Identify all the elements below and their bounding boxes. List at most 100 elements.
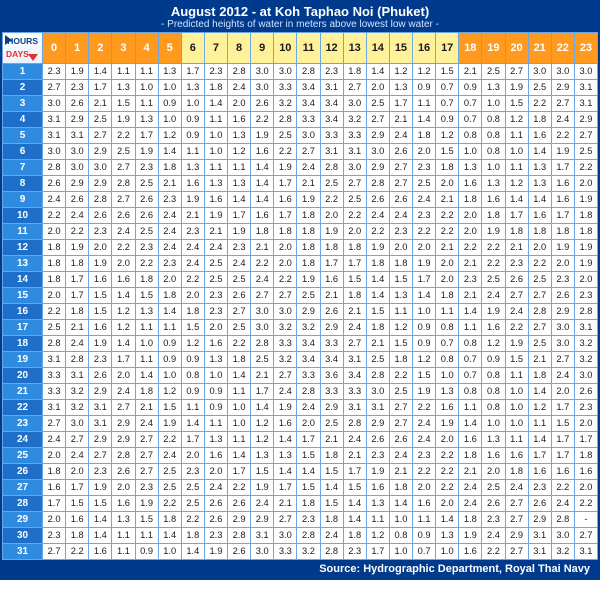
tide-cell: 2.3 bbox=[413, 448, 436, 464]
tide-cell: 1.0 bbox=[505, 144, 528, 160]
tide-cell: 0.8 bbox=[181, 368, 204, 384]
tide-cell: 1.5 bbox=[505, 352, 528, 368]
tide-cell: 1.8 bbox=[158, 512, 181, 528]
tide-cell: 2.7 bbox=[389, 160, 412, 176]
tide-cell: 1.9 bbox=[204, 544, 227, 560]
tide-cell: 1.9 bbox=[574, 192, 597, 208]
tide-cell: 3.0 bbox=[66, 144, 89, 160]
tide-cell: 1.4 bbox=[112, 336, 135, 352]
tide-cell: 2.4 bbox=[158, 208, 181, 224]
tide-cell: 1.6 bbox=[320, 272, 343, 288]
tide-cell: 1.3 bbox=[228, 176, 251, 192]
tide-cell: 2.3 bbox=[89, 464, 112, 480]
tide-cell: 1.2 bbox=[366, 528, 389, 544]
tide-cell: 2.2 bbox=[528, 96, 551, 112]
tide-cell: 3.1 bbox=[574, 80, 597, 96]
tide-cell: 1.0 bbox=[436, 368, 459, 384]
tide-cell: 1.9 bbox=[551, 144, 574, 160]
tide-cell: 1.6 bbox=[574, 464, 597, 480]
tide-cell: 1.5 bbox=[89, 304, 112, 320]
tide-cell: 2.3 bbox=[204, 64, 227, 80]
tide-cell: 1.7 bbox=[251, 384, 274, 400]
tide-cell: 2.5 bbox=[413, 176, 436, 192]
table-row: 312.72.21.61.10.91.01.41.92.63.03.33.22.… bbox=[3, 544, 598, 560]
tide-cell: 1.4 bbox=[366, 288, 389, 304]
tide-cell: 1.3 bbox=[204, 176, 227, 192]
day-header: 23 bbox=[3, 416, 43, 432]
tide-cell: 2.2 bbox=[528, 256, 551, 272]
tide-cell: 1.1 bbox=[112, 528, 135, 544]
tide-cell: 1.2 bbox=[112, 304, 135, 320]
table-body: 12.31.91.41.11.11.31.72.32.83.03.02.82.3… bbox=[3, 64, 598, 560]
tide-cell: 2.4 bbox=[482, 288, 505, 304]
tide-cell: 1.9 bbox=[135, 496, 158, 512]
tide-cell: 2.4 bbox=[43, 432, 66, 448]
tide-cell: 3.0 bbox=[43, 96, 66, 112]
tide-cell: 3.0 bbox=[66, 160, 89, 176]
tide-cell: 1.3 bbox=[482, 176, 505, 192]
tide-cell: 2.5 bbox=[89, 112, 112, 128]
tide-cell: 1.7 bbox=[366, 544, 389, 560]
tide-cell: 2.4 bbox=[43, 192, 66, 208]
tide-cell: 1.1 bbox=[112, 544, 135, 560]
tide-cell: 1.7 bbox=[413, 272, 436, 288]
tide-cell: 2.4 bbox=[413, 432, 436, 448]
tide-cell: 1.9 bbox=[551, 240, 574, 256]
tide-cell: 0.9 bbox=[181, 384, 204, 400]
tide-cell: 2.7 bbox=[274, 288, 297, 304]
tide-cell: 1.3 bbox=[228, 128, 251, 144]
tide-cell: 2.9 bbox=[505, 528, 528, 544]
tide-cell: 2.4 bbox=[112, 384, 135, 400]
tide-cell: 3.0 bbox=[528, 64, 551, 80]
tide-cell: 2.2 bbox=[274, 144, 297, 160]
tide-cell: 2.8 bbox=[112, 448, 135, 464]
tide-cell: 2.2 bbox=[251, 256, 274, 272]
tide-cell: 0.8 bbox=[459, 128, 482, 144]
tide-cell: 2.0 bbox=[204, 320, 227, 336]
tide-cell: 3.0 bbox=[551, 64, 574, 80]
tide-cell: 2.4 bbox=[297, 400, 320, 416]
tide-cell: 0.9 bbox=[158, 336, 181, 352]
tide-cell: 1.4 bbox=[274, 464, 297, 480]
tide-cell: 3.3 bbox=[297, 112, 320, 128]
tide-cell: 0.9 bbox=[181, 112, 204, 128]
tide-cell: 2.0 bbox=[528, 240, 551, 256]
tide-cell: 1.2 bbox=[413, 352, 436, 368]
tide-cell: 3.3 bbox=[320, 128, 343, 144]
tide-cell: 2.6 bbox=[89, 368, 112, 384]
tide-cell: 1.4 bbox=[89, 528, 112, 544]
tide-cell: 1.6 bbox=[112, 272, 135, 288]
tide-cell: 0.9 bbox=[181, 128, 204, 144]
table-row: 121.81.92.02.22.32.42.42.42.32.12.01.81.… bbox=[3, 240, 598, 256]
tide-cell: 1.1 bbox=[366, 512, 389, 528]
tide-cell: 2.4 bbox=[320, 528, 343, 544]
tide-cell: 2.3 bbox=[389, 224, 412, 240]
tide-cell: 3.0 bbox=[251, 304, 274, 320]
tide-cell: 3.1 bbox=[528, 528, 551, 544]
tide-cell: 2.8 bbox=[228, 64, 251, 80]
tide-cell: 2.4 bbox=[274, 384, 297, 400]
tide-cell: 1.0 bbox=[505, 384, 528, 400]
tide-cell: 2.9 bbox=[66, 176, 89, 192]
tide-cell: 1.4 bbox=[436, 512, 459, 528]
tide-cell: 2.6 bbox=[228, 288, 251, 304]
table-row: 162.21.81.51.21.31.41.82.32.73.03.02.92.… bbox=[3, 304, 598, 320]
tide-cell: 0.9 bbox=[158, 96, 181, 112]
tide-cell: 1.5 bbox=[389, 336, 412, 352]
tide-cell: 2.1 bbox=[204, 224, 227, 240]
tide-cell: 3.1 bbox=[89, 400, 112, 416]
tide-cell: 2.8 bbox=[43, 336, 66, 352]
tide-cell: 2.9 bbox=[574, 112, 597, 128]
tide-cell: 1.8 bbox=[158, 160, 181, 176]
tide-cell: 1.5 bbox=[343, 272, 366, 288]
tide-cell: 2.3 bbox=[459, 272, 482, 288]
tide-cell: 2.0 bbox=[413, 240, 436, 256]
day-header: 9 bbox=[3, 192, 43, 208]
tide-cell: 1.4 bbox=[528, 384, 551, 400]
tide-cell: 2.3 bbox=[413, 208, 436, 224]
tide-cell: 1.8 bbox=[43, 240, 66, 256]
tide-cell: 1.8 bbox=[436, 288, 459, 304]
tide-cell: 1.0 bbox=[158, 544, 181, 560]
tide-cell: 1.8 bbox=[528, 112, 551, 128]
tide-cell: 2.0 bbox=[436, 272, 459, 288]
